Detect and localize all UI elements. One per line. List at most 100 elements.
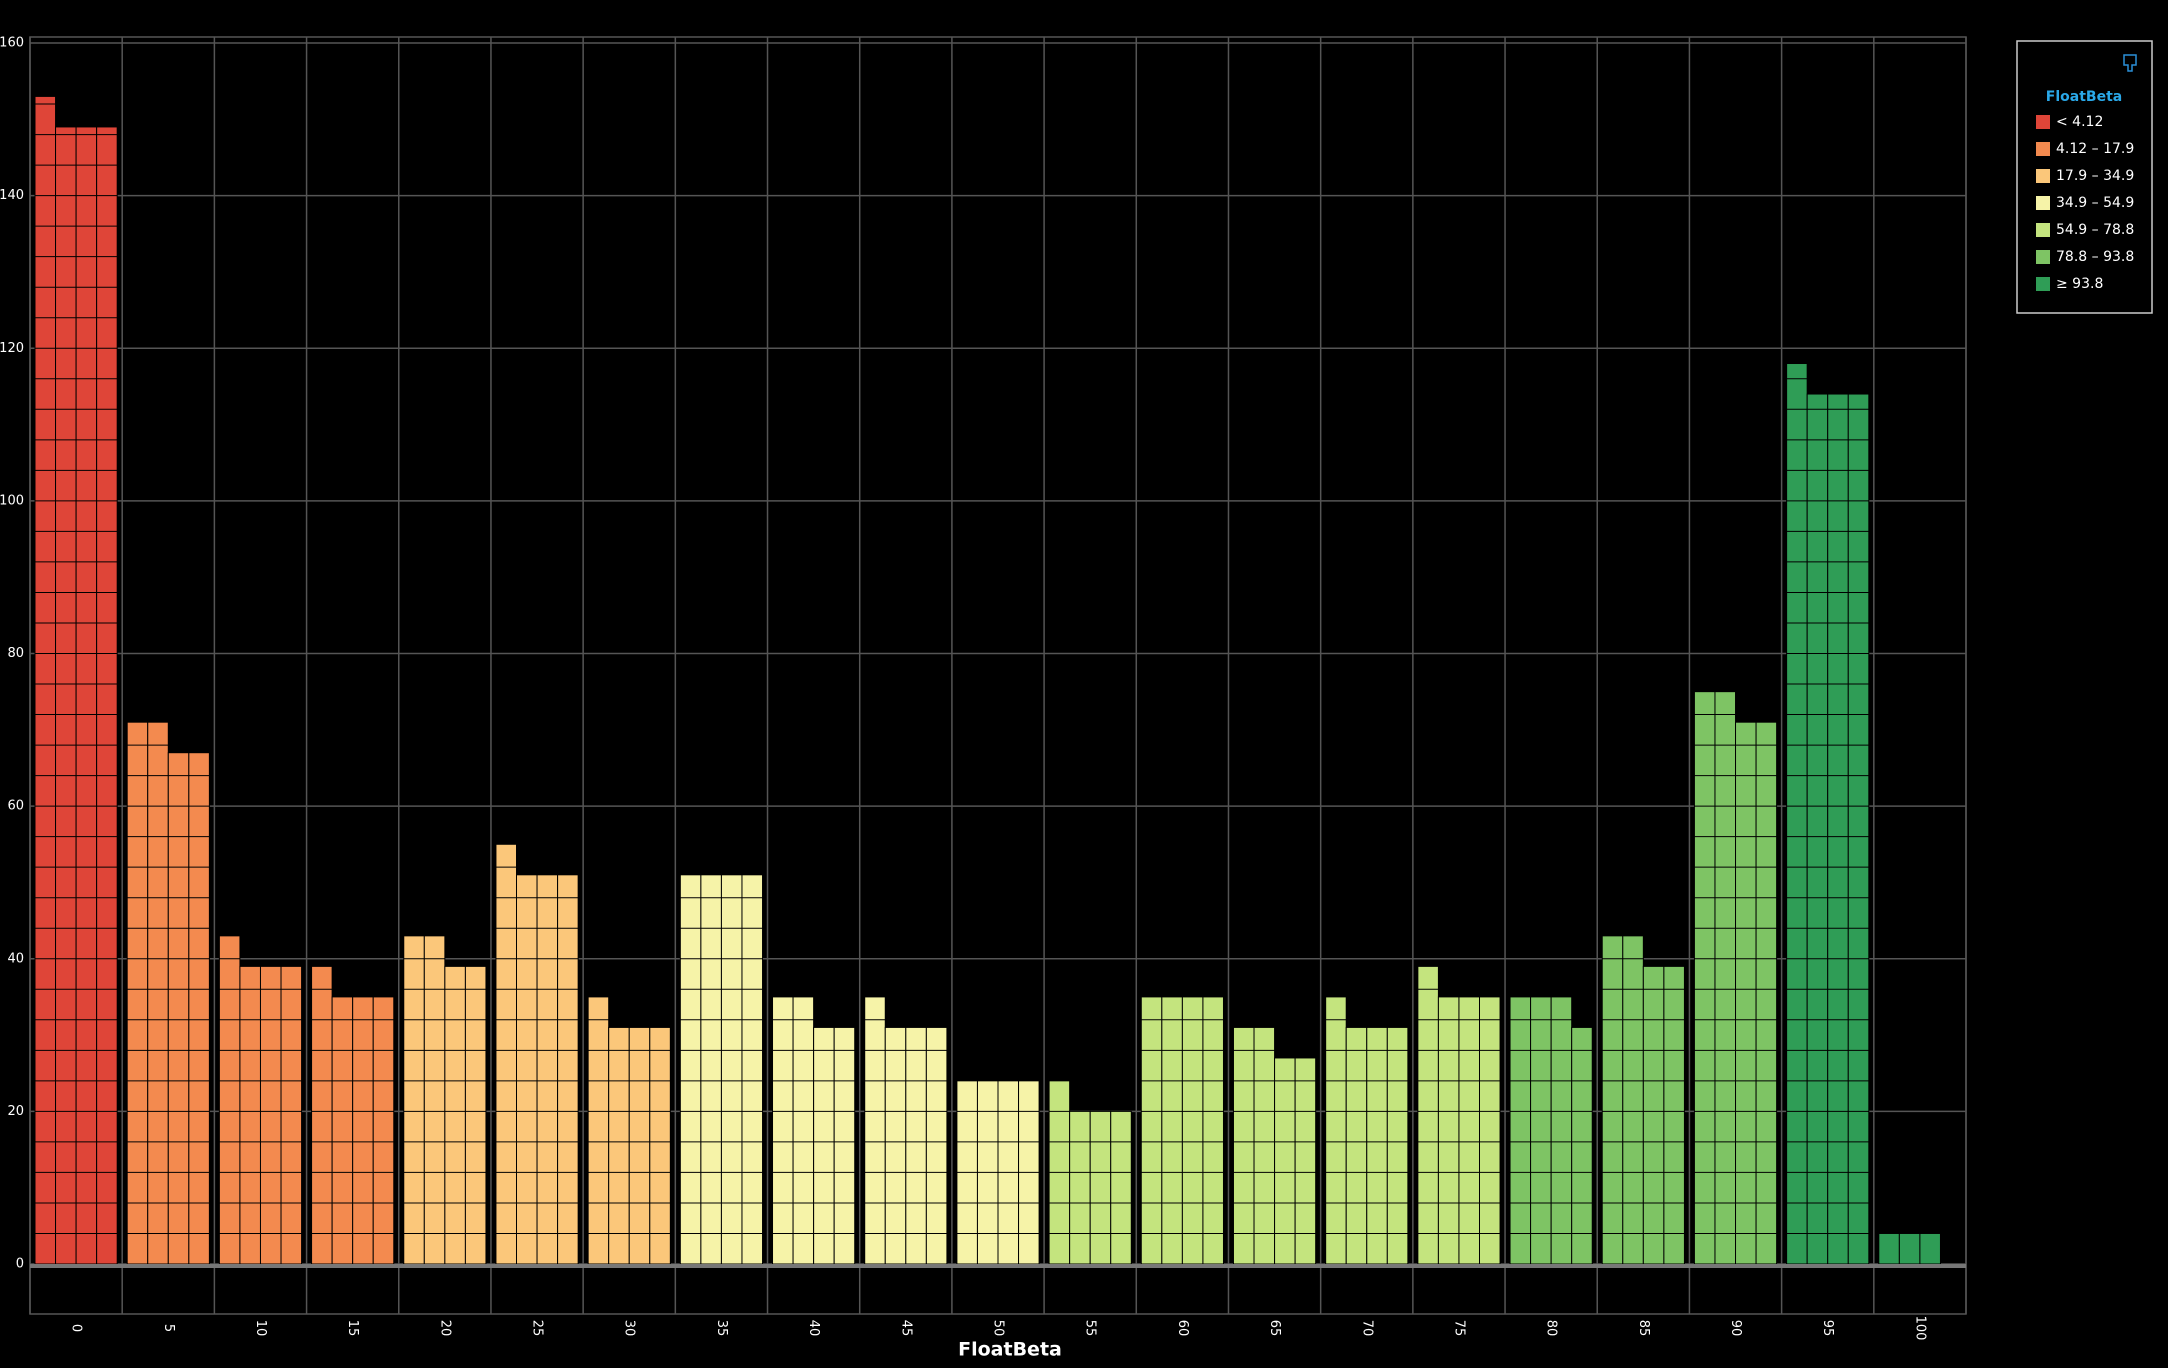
legend-label: ≥ 93.8 (2056, 276, 2103, 292)
x-tick-label: 70 (1359, 1320, 1374, 1337)
bar-column (1622, 935, 1644, 1265)
bar-column (1069, 1110, 1091, 1265)
bar-column (1827, 393, 1849, 1265)
x-tick-label: 25 (530, 1320, 545, 1337)
bar-column (587, 996, 610, 1265)
legend-swatch (2036, 250, 2050, 264)
bar-column (679, 874, 702, 1265)
bar-column (495, 843, 518, 1265)
bar-column (1642, 965, 1665, 1265)
y-tick-label: 140 (0, 188, 24, 203)
legend-swatch (2036, 115, 2050, 129)
bar-column (1181, 996, 1204, 1265)
bar-column (1202, 996, 1224, 1265)
bar-column (75, 126, 98, 1265)
bar-column (833, 1026, 856, 1265)
bar-column (34, 95, 57, 1265)
bar-column (1345, 1026, 1368, 1265)
bar-column (1110, 1110, 1132, 1265)
bar-column (1663, 965, 1685, 1265)
x-tick-label: 40 (806, 1320, 821, 1337)
bar-column (352, 996, 374, 1265)
y-tick-label: 120 (0, 341, 24, 356)
legend-label: 78.8 – 93.8 (2056, 249, 2134, 265)
bar-column (1571, 1026, 1593, 1265)
x-tick-label: 80 (1544, 1320, 1559, 1337)
x-tick-label: 95 (1820, 1320, 1835, 1337)
y-tick-label: 60 (7, 799, 24, 814)
bar-column (188, 752, 210, 1265)
bar-column (444, 965, 466, 1265)
bar-column (1325, 996, 1347, 1265)
bar-column (905, 1026, 927, 1265)
bar-column (372, 996, 395, 1265)
bar-column (649, 1026, 671, 1265)
bar-column (1693, 691, 1716, 1265)
x-axis-title: FloatBeta (958, 1339, 1062, 1361)
bar-column (741, 874, 764, 1265)
legend-label: 17.9 – 34.9 (2056, 168, 2134, 184)
bar-column (1366, 1026, 1388, 1265)
legend-label: 34.9 – 54.9 (2056, 195, 2134, 211)
y-tick-label: 20 (7, 1104, 24, 1119)
bar-column (1458, 996, 1481, 1265)
bar-column (1601, 935, 1624, 1265)
bar-column (1437, 996, 1460, 1265)
bar-column (925, 1026, 948, 1265)
bar-column (1550, 996, 1573, 1265)
bar-column (608, 1026, 630, 1265)
bar-column (516, 874, 538, 1265)
x-tick-label: 15 (345, 1320, 360, 1337)
bar-column (280, 965, 303, 1265)
x-tick-label: 100 (1912, 1316, 1927, 1341)
x-tick-label: 45 (898, 1320, 913, 1337)
bar-column (1509, 996, 1532, 1265)
bar-column (1479, 996, 1501, 1265)
legend-label: 4.12 – 17.9 (2056, 141, 2134, 157)
x-tick-label: 30 (622, 1320, 637, 1337)
legend-swatch (2036, 169, 2050, 183)
x-tick-label: 85 (1636, 1320, 1651, 1337)
bar-column (1530, 996, 1552, 1265)
x-tick-label: 0 (69, 1324, 84, 1332)
x-tick-label: 10 (253, 1320, 268, 1337)
bar-column (792, 996, 815, 1265)
legend-swatch (2036, 277, 2050, 291)
bar-column (126, 721, 149, 1265)
bar-column (1161, 996, 1183, 1265)
x-tick-label: 90 (1728, 1320, 1743, 1337)
bar-column (96, 126, 118, 1265)
bar-column (1847, 393, 1870, 1265)
bar-column (1253, 1026, 1276, 1265)
x-tick-label: 35 (714, 1320, 729, 1337)
y-tick-label: 160 (0, 36, 24, 51)
bar-column (700, 874, 722, 1265)
bar-column (1714, 691, 1737, 1265)
x-tick-label: 50 (991, 1320, 1006, 1337)
bar-column (628, 1026, 651, 1265)
bar-column (720, 874, 743, 1265)
y-tick-label: 80 (7, 646, 24, 661)
bar-column (423, 935, 446, 1265)
bar-column (331, 996, 354, 1265)
x-tick-label: 5 (161, 1324, 176, 1332)
bar-column (311, 965, 333, 1265)
bar-column (1735, 721, 1757, 1265)
legend-swatch (2036, 196, 2050, 210)
legend-label: 54.9 – 78.8 (2056, 222, 2134, 238)
bar-column (1386, 1026, 1409, 1265)
bar-column (884, 1026, 907, 1265)
bar-column (1755, 721, 1778, 1265)
bar-column (403, 935, 425, 1265)
bar-column (864, 996, 886, 1265)
bar-column (1878, 1232, 1900, 1265)
legend-icon[interactable] (2123, 54, 2137, 72)
bar-column (1417, 965, 1439, 1265)
x-tick-label: 65 (1267, 1320, 1282, 1337)
y-tick-label: 0 (16, 1257, 24, 1272)
bar-column (55, 126, 77, 1265)
x-tick-label: 75 (1451, 1320, 1466, 1337)
x-tick-label: 60 (1175, 1320, 1190, 1337)
